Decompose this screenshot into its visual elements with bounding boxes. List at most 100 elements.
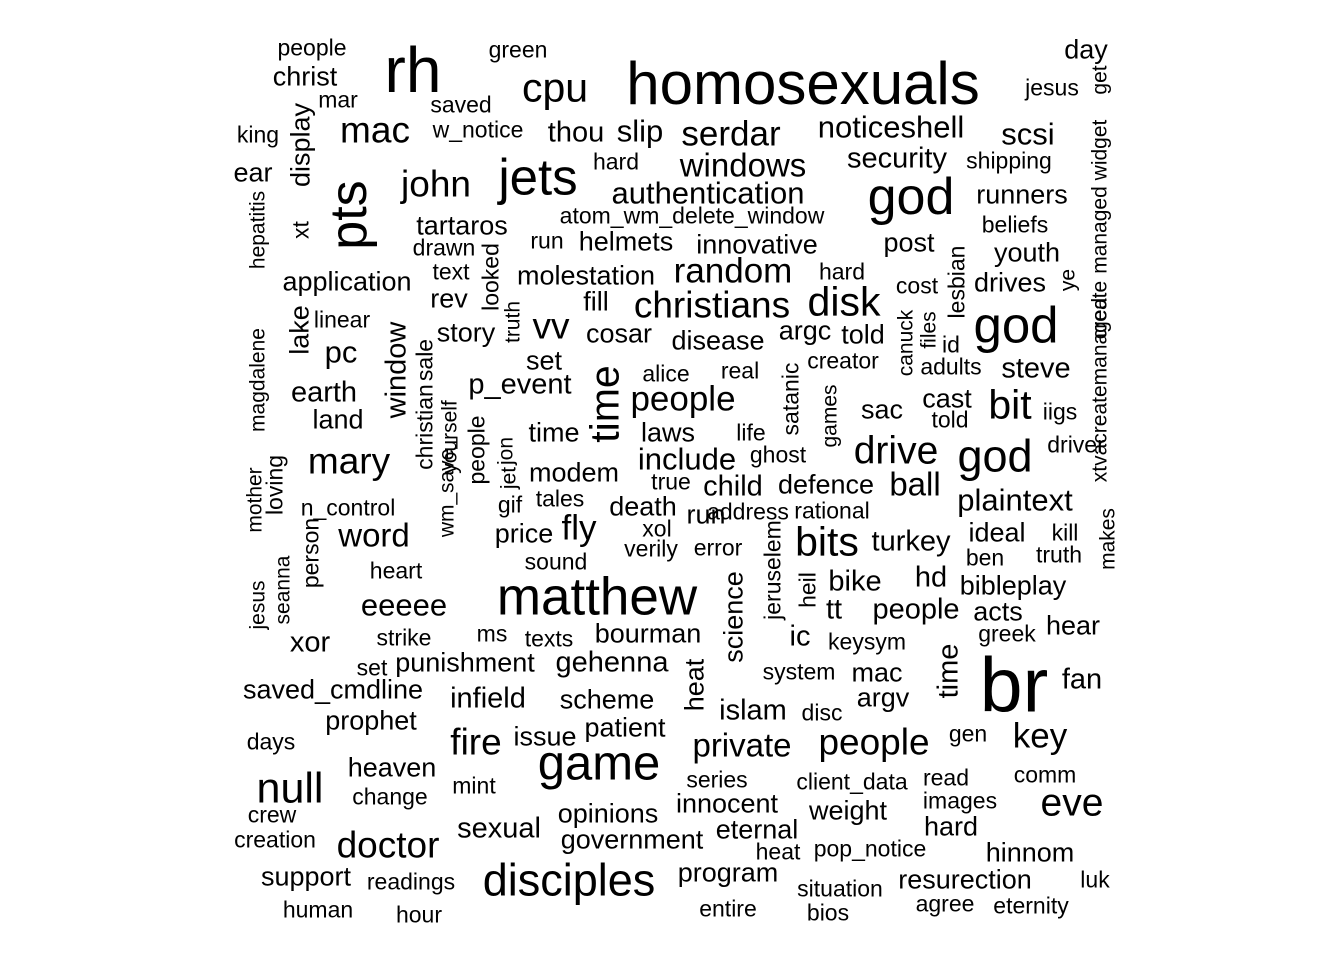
cloud-word: br xyxy=(979,642,1049,729)
cloud-word: post xyxy=(883,227,935,258)
cloud-word: hour xyxy=(395,901,443,928)
cloud-word: heil xyxy=(794,572,821,608)
cloud-word: hard xyxy=(923,811,979,842)
cloud-word: rational xyxy=(794,497,870,524)
cloud-word: argv xyxy=(856,682,910,713)
cloud-word: adults xyxy=(920,353,982,380)
cloud-word: people xyxy=(277,34,347,61)
cloud-word: private xyxy=(692,726,792,764)
cloud-word: time xyxy=(581,365,628,443)
cloud-word: bike xyxy=(828,565,882,598)
cloud-word: hard xyxy=(592,148,640,175)
cloud-word: alice xyxy=(642,360,690,387)
cloud-word: mar xyxy=(318,86,358,113)
cloud-word: time xyxy=(528,417,580,448)
cloud-word: mary xyxy=(307,440,391,482)
cloud-word: sexual xyxy=(457,812,541,845)
cloud-word: people xyxy=(463,415,490,485)
cloud-word: change xyxy=(352,783,428,810)
cloud-word: disk xyxy=(807,278,881,325)
cloud-word: wm_ xyxy=(435,492,459,538)
cloud-word: molestation xyxy=(516,260,656,291)
cloud-word: steve xyxy=(1001,352,1071,385)
cloud-word: bits xyxy=(795,518,859,565)
cloud-word: heat xyxy=(679,658,710,712)
cloud-word: shipping xyxy=(966,147,1052,174)
cloud-word: readings xyxy=(366,868,456,895)
cloud-word: truth xyxy=(501,300,525,344)
cloud-word: modem xyxy=(528,457,620,488)
cloud-word: ben xyxy=(965,544,1005,571)
cloud-word: tartaros xyxy=(416,210,508,241)
cloud-word: images xyxy=(922,787,998,814)
cloud-word: youth xyxy=(993,237,1061,268)
cloud-word: day xyxy=(1064,34,1108,65)
cloud-word: cost xyxy=(895,272,939,299)
cloud-word: laws xyxy=(640,417,696,448)
cloud-word: xol xyxy=(642,515,672,542)
cloud-word: god xyxy=(957,430,1033,482)
cloud-word: fan xyxy=(1061,663,1103,696)
cloud-word: set xyxy=(525,345,563,376)
cloud-word: life xyxy=(736,419,766,446)
cloud-word: bios xyxy=(806,899,850,926)
cloud-word: ms xyxy=(476,620,508,647)
cloud-word: eternal xyxy=(715,814,799,845)
cloud-word: word xyxy=(338,516,410,554)
cloud-word: disc xyxy=(801,699,843,726)
cloud-word: read xyxy=(922,764,970,791)
cloud-word: ball xyxy=(889,465,941,503)
cloud-word: cosar xyxy=(585,318,653,349)
cloud-word: tt xyxy=(825,593,843,626)
cloud-word: pop_notice xyxy=(813,835,927,862)
cloud-word: thou xyxy=(547,116,605,149)
cloud-word: king xyxy=(236,121,280,148)
cloud-word: drive xyxy=(853,429,939,473)
cloud-word: innocent xyxy=(675,788,779,819)
cloud-word: people xyxy=(818,721,930,763)
cloud-word: security xyxy=(847,142,947,175)
cloud-word: opinions xyxy=(557,798,659,829)
cloud-word: sound xyxy=(524,548,588,575)
cloud-word: series xyxy=(686,766,748,793)
cloud-word: acts xyxy=(973,596,1023,627)
cloud-word: infield xyxy=(450,682,526,715)
cloud-word: address xyxy=(707,498,789,525)
cloud-word: story xyxy=(436,317,496,348)
cloud-word: punishment xyxy=(395,647,535,678)
cloud-word: disciples xyxy=(482,854,656,906)
cloud-word: files xyxy=(917,311,941,349)
cloud-word: told xyxy=(841,319,885,350)
cloud-word: eve xyxy=(1040,781,1104,825)
cloud-word: jeruselem xyxy=(759,520,786,620)
cloud-word: program xyxy=(677,857,779,888)
cloud-word: mint xyxy=(452,772,496,799)
cloud-word: windows xyxy=(679,146,807,184)
cloud-word: homosexuals xyxy=(626,50,980,117)
cloud-word: child xyxy=(703,470,763,503)
cloud-word: scheme xyxy=(559,684,655,715)
cloud-word: god xyxy=(867,168,955,226)
cloud-word: loving xyxy=(261,454,288,516)
cloud-word: run xyxy=(530,227,564,254)
cloud-word: get xyxy=(1088,65,1112,95)
cloud-word: gehenna xyxy=(555,646,669,679)
cloud-word: cpu xyxy=(521,64,589,111)
cloud-word: land xyxy=(312,404,364,435)
cloud-word: seanna xyxy=(271,555,295,625)
cloud-word: slip xyxy=(616,113,664,149)
cloud-word: issue xyxy=(513,721,577,752)
cloud-word: jet xyxy=(497,466,521,490)
cloud-word: canuck xyxy=(894,309,918,377)
cloud-word: xt xyxy=(287,221,314,239)
cloud-word: key xyxy=(1012,716,1068,756)
cloud-word: time xyxy=(932,643,965,699)
cloud-word: driver xyxy=(1047,431,1105,458)
cloud-word: agree xyxy=(915,890,975,917)
cloud-word: real xyxy=(720,357,760,384)
cloud-word: jon xyxy=(494,436,518,466)
cloud-word: makes xyxy=(1096,508,1120,570)
cloud-word: support xyxy=(260,861,352,892)
cloud-word: game xyxy=(537,736,661,791)
cloud-word: window xyxy=(380,321,413,419)
